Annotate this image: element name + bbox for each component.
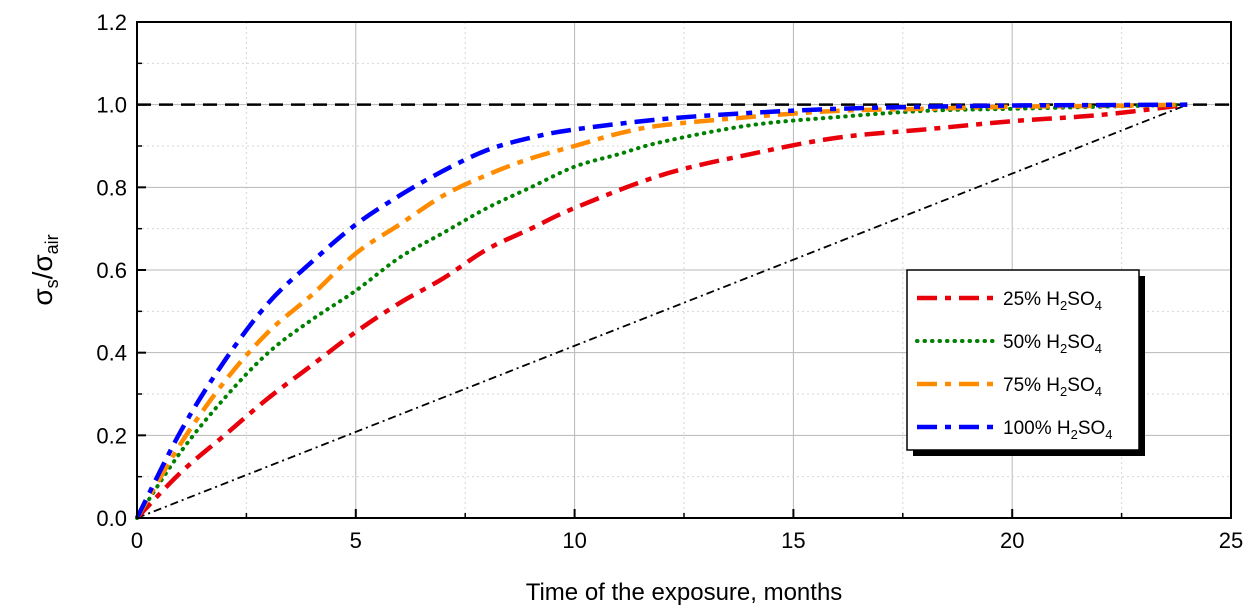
y-tick-label: 0.2 (96, 423, 127, 448)
legend: 25% H2SO4 50% H2SO4 75% H2SO4 100% H2SO4 (906, 269, 1145, 456)
x-tick-label: 15 (781, 528, 805, 553)
x-tick-label: 25 (1219, 528, 1243, 553)
y-axis-title-main: σ (27, 288, 58, 305)
series-line-1 (135, 102, 1188, 520)
series-group (134, 102, 1190, 520)
series-line-3 (135, 102, 1188, 520)
y-tick-label: 1.2 (96, 10, 127, 35)
y-tick-label: 1.0 (96, 93, 127, 118)
y-axis-title: σs/σair (27, 234, 62, 305)
legend-label-4: 100% H2SO4 (1003, 418, 1113, 442)
x-axis-title: Time of the exposure, months (526, 579, 843, 606)
y-axis-title-sub1: s (42, 279, 62, 288)
y-axis-title-sub2: air (42, 234, 62, 254)
reference-line-diagonal (136, 103, 1188, 519)
y-tick-label: 0.4 (96, 341, 127, 366)
x-tick-label: 0 (131, 528, 143, 553)
y-tick-label: 0.8 (96, 175, 127, 200)
y-axis-title-slash: /σ (27, 254, 58, 279)
x-tick-label: 10 (562, 528, 586, 553)
y-tick-label: 0.6 (96, 258, 127, 283)
legend-label-1: 25% H2SO4 (1003, 289, 1102, 313)
ticks (136, 21, 1232, 519)
x-tick-label: 5 (350, 528, 362, 553)
x-tick-label: 20 (1000, 528, 1024, 553)
y-tick-label: 0.0 (96, 506, 127, 531)
tick-labels: 0 5 10 15 20 25 0.0 0.2 0.4 0.6 0.8 1.0 1.2 (96, 10, 1243, 553)
legend-label-3: 75% H2SO4 (1003, 375, 1102, 399)
legend-label-2: 50% H2SO4 (1003, 332, 1102, 356)
series-line-2 (135, 102, 1190, 520)
